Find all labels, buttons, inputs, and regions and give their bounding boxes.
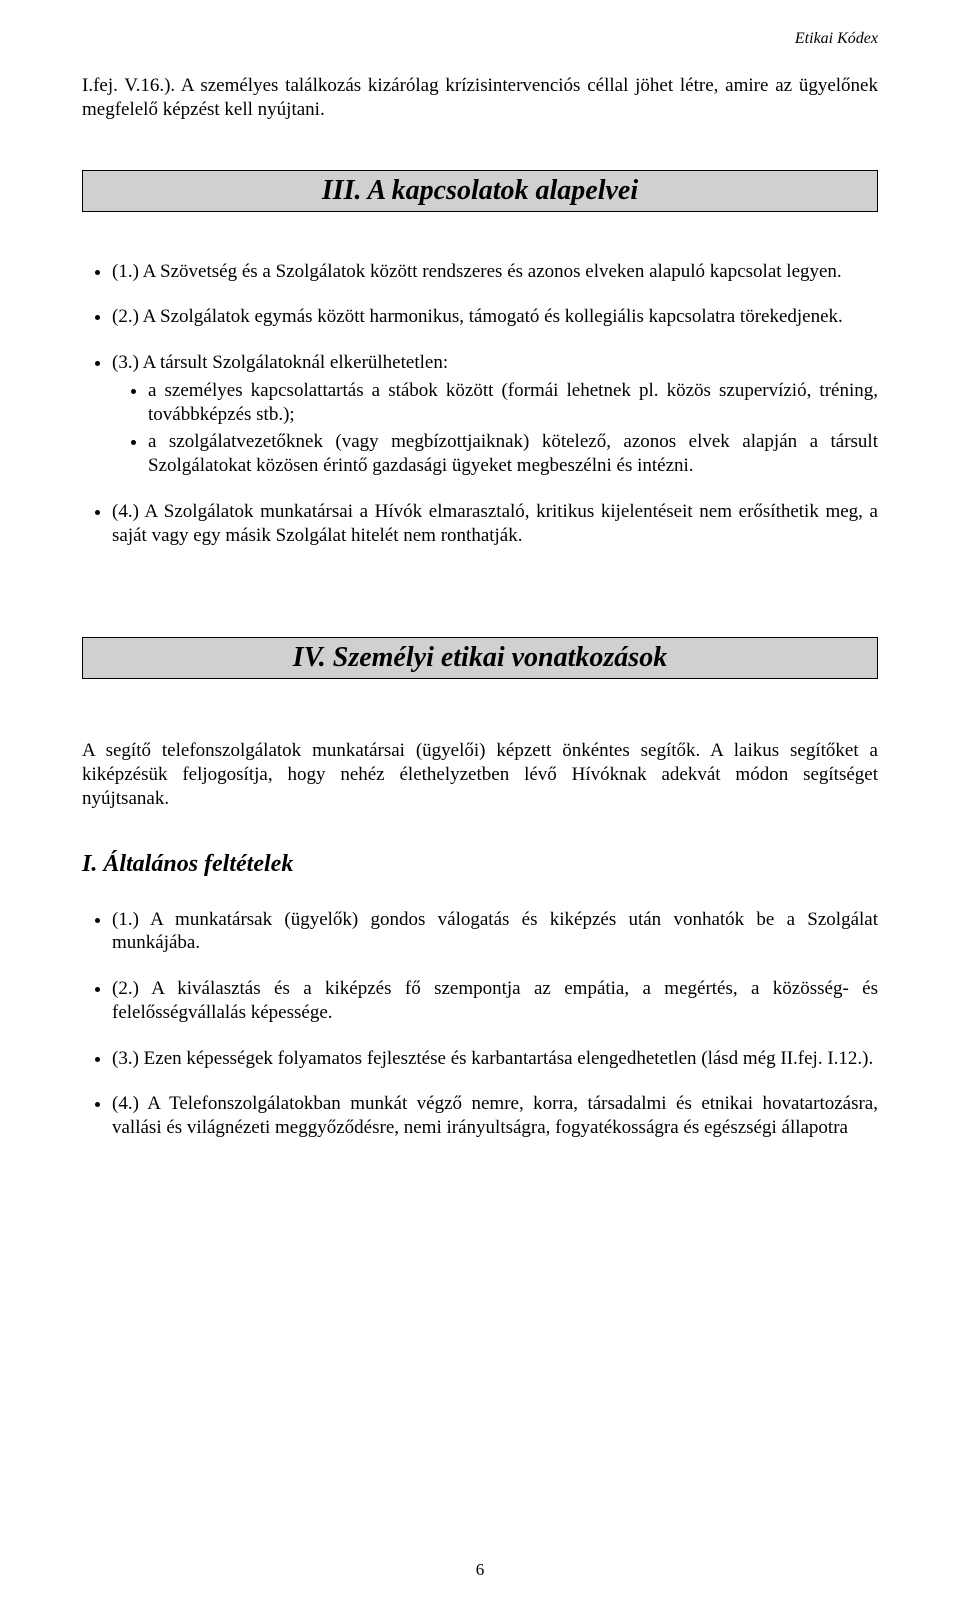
section-4-sub-1-item-4: (4.) A Telefonszolgálatokban munkát végz… xyxy=(112,1092,878,1140)
section-3-item-3-sub-1: a személyes kapcsolattartás a stábok köz… xyxy=(148,379,878,427)
section-4-sub-1-title: I. Általános feltételek xyxy=(82,851,878,878)
document-page: Etikai Kódex I.fej. V.16.). A személyes … xyxy=(0,0,960,1600)
section-4-sub-1-list: (2.) A kiválasztás és a kiképzés fő szem… xyxy=(82,977,878,1025)
section-3-heading-box: III. A kapcsolatok alapelvei xyxy=(82,170,878,212)
section-3-item-4: (4.) A Szolgálatok munkatársai a Hívók e… xyxy=(112,500,878,548)
section-4-title: IV. Személyi etikai vonatkozások xyxy=(93,642,867,674)
section-3-list: (4.) A Szolgálatok munkatársai a Hívók e… xyxy=(82,500,878,548)
intro-paragraph: I.fej. V.16.). A személyes találkozás ki… xyxy=(82,74,878,122)
section-4-sub-1-item-1: (1.) A munkatársak (ügyelők) gondos válo… xyxy=(112,908,878,956)
section-4-sub-1-list: (4.) A Telefonszolgálatokban munkát végz… xyxy=(82,1092,878,1140)
section-3-list: (3.) A társult Szolgálatoknál elkerülhet… xyxy=(82,351,878,375)
section-3-item-3-lead: (3.) A társult Szolgálatoknál elkerülhet… xyxy=(112,351,878,375)
section-4-sub-1-list: (3.) Ezen képességek folyamatos fejleszt… xyxy=(82,1047,878,1071)
section-3-list: (1.) A Szövetség és a Szolgálatok között… xyxy=(82,260,878,284)
section-3-item-3-sublist: a személyes kapcsolattartás a stábok köz… xyxy=(82,379,878,478)
page-number: 6 xyxy=(0,1560,960,1580)
section-4-sub-1-item-2: (2.) A kiválasztás és a kiképzés fő szem… xyxy=(112,977,878,1025)
section-3-item-2: (2.) A Szolgálatok egymás között harmoni… xyxy=(112,305,878,329)
section-4-sub-1-list: (1.) A munkatársak (ügyelők) gondos válo… xyxy=(82,908,878,956)
document-header-title: Etikai Kódex xyxy=(82,30,878,48)
section-3-item-1: (1.) A Szövetség és a Szolgálatok között… xyxy=(112,260,878,284)
section-3-item-3-sub-2: a szolgálatvezetőknek (vagy megbízottjai… xyxy=(148,430,878,478)
section-3-list: (2.) A Szolgálatok egymás között harmoni… xyxy=(82,305,878,329)
section-4-sub-1-item-3: (3.) Ezen képességek folyamatos fejleszt… xyxy=(112,1047,878,1071)
section-4-preamble: A segítő telefonszolgálatok munkatársai … xyxy=(82,739,878,810)
section-3-title: III. A kapcsolatok alapelvei xyxy=(93,175,867,207)
section-4-heading-box: IV. Személyi etikai vonatkozások xyxy=(82,637,878,679)
